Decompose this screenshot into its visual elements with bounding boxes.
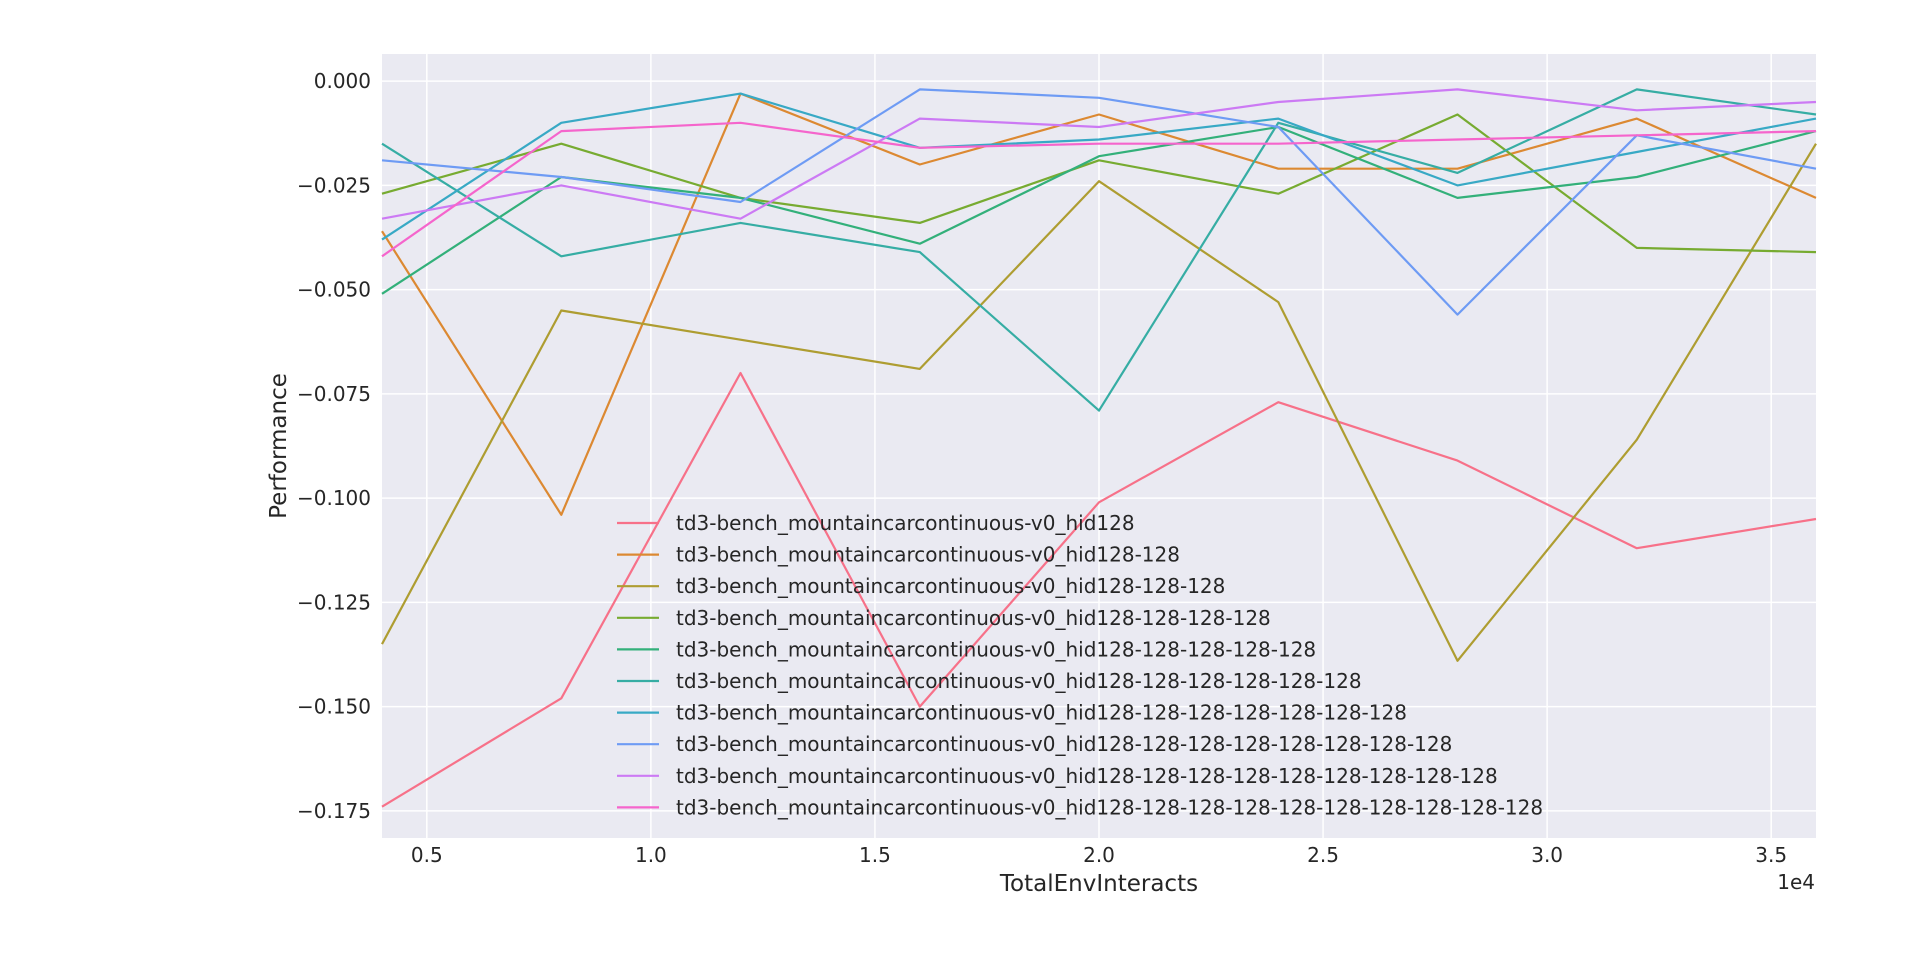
y-tick-label: −0.100 <box>297 486 371 510</box>
x-tick-label: 2.0 <box>1083 843 1115 867</box>
series-line <box>381 88 1817 412</box>
x-tick-label: 1.5 <box>859 843 891 867</box>
series-line <box>381 143 1817 662</box>
series-line <box>381 92 1817 516</box>
series-line <box>381 121 1817 258</box>
legend: td3-bench_mountaincarcontinuous-v0_hid12… <box>617 511 1543 819</box>
y-tick-labels: 0.000 −0.025 −0.050 −0.075 −0.100 −0.125 −0.15… <box>297 69 371 823</box>
x-axis-label: TotalEnvInteracts <box>999 871 1198 897</box>
x-tick-label: 2.5 <box>1307 843 1339 867</box>
legend-entry: td3-bench_mountaincarcontinuous-v0_hid12… <box>676 543 1180 567</box>
y-tick-label: −0.025 <box>297 173 371 197</box>
x-tick-label: 0.5 <box>411 843 443 867</box>
legend-entry: td3-bench_mountaincarcontinuous-v0_hid12… <box>676 637 1316 661</box>
y-axis-label: Performance <box>266 373 292 519</box>
y-tick-label: −0.150 <box>297 695 371 719</box>
series-line <box>381 88 1817 220</box>
x-tick-label: 3.5 <box>1755 843 1787 867</box>
x-tick-label: 1.0 <box>635 843 667 867</box>
y-tick-label: −0.075 <box>297 382 371 406</box>
legend-entry: td3-bench_mountaincarcontinuous-v0_hid12… <box>676 795 1543 819</box>
legend-entry: td3-bench_mountaincarcontinuous-v0_hid12… <box>676 732 1452 756</box>
y-tick-label: 0.000 <box>314 69 371 93</box>
y-tick-label: −0.175 <box>297 799 371 823</box>
series-lines <box>381 88 1817 808</box>
series-line <box>381 113 1817 254</box>
x-axis-multiplier: 1e4 <box>1777 870 1815 894</box>
legend-entry: td3-bench_mountaincarcontinuous-v0_hid12… <box>676 669 1362 693</box>
legend-entry: td3-bench_mountaincarcontinuous-v0_hid12… <box>676 574 1225 598</box>
x-tick-label: 3.0 <box>1531 843 1563 867</box>
series-line <box>381 371 1817 808</box>
legend-entry: td3-bench_mountaincarcontinuous-v0_hid12… <box>676 511 1135 535</box>
series-line <box>381 88 1817 316</box>
legend-entry: td3-bench_mountaincarcontinuous-v0_hid12… <box>676 764 1498 788</box>
series-line <box>381 92 1817 241</box>
series-line <box>381 125 1817 295</box>
legend-entry: td3-bench_mountaincarcontinuous-v0_hid12… <box>676 701 1407 725</box>
y-tick-label: −0.050 <box>297 278 371 302</box>
x-tick-labels: 0.5 1.0 1.5 2.0 2.5 3.0 3.5 <box>411 843 1787 867</box>
legend-entry: td3-bench_mountaincarcontinuous-v0_hid12… <box>676 606 1271 630</box>
y-tick-label: −0.125 <box>297 590 371 614</box>
